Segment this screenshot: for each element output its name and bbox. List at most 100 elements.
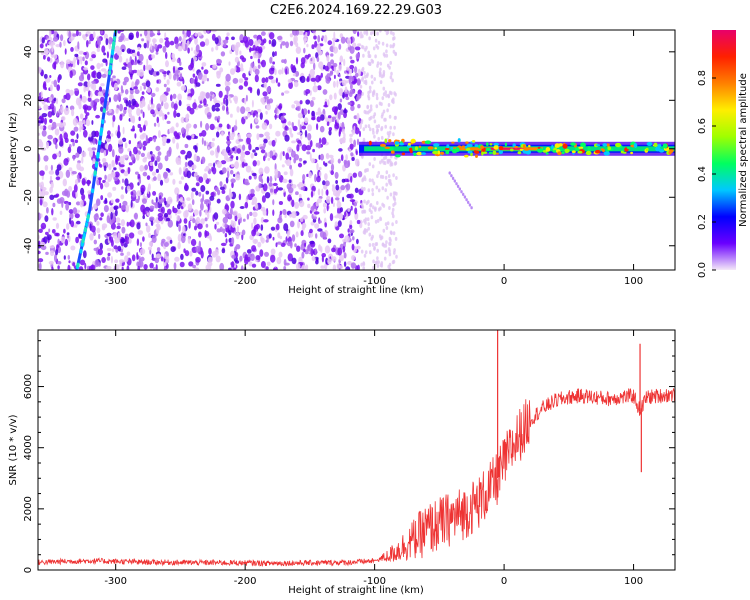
- chirp-blob: [101, 119, 105, 125]
- carrier-blob: [668, 150, 672, 155]
- colorbar-label: Normalized spectral amplitude: [738, 73, 749, 227]
- carrier-blob: [514, 145, 518, 149]
- carrier-blob: [646, 142, 653, 146]
- carrier-blob: [615, 142, 622, 148]
- carrier-blob: [432, 150, 439, 155]
- carrier-blob: [571, 150, 576, 153]
- snr-x-tick-label: 100: [624, 576, 643, 587]
- carrier-blob: [545, 147, 551, 152]
- tail-blob: [467, 200, 470, 204]
- carrier-blob: [537, 146, 541, 149]
- spectrogram-y-tick-label: 0: [23, 146, 34, 152]
- chirp-blob: [109, 57, 114, 63]
- carrier-blob: [465, 148, 471, 151]
- chirp-blob: [91, 188, 95, 194]
- carrier-blob: [561, 151, 565, 155]
- carrier-blob: [410, 138, 416, 144]
- spectrogram-x-tick-label: -300: [104, 276, 127, 287]
- carrier-blob: [467, 150, 473, 154]
- spectrogram-y-tick-label: 40: [23, 45, 34, 58]
- carrier-blob: [578, 146, 584, 149]
- carrier-blob: [504, 142, 508, 147]
- carrier-blob: [464, 145, 468, 149]
- carrier-blob: [446, 144, 450, 149]
- spectrogram-noise: [38, 30, 398, 270]
- tail-blob: [450, 174, 453, 178]
- carrier-blob: [485, 142, 489, 147]
- spectrogram-y-tick-label: -20: [23, 189, 34, 205]
- carrier-blob: [536, 147, 544, 153]
- snr-x-tick-label: 0: [501, 576, 507, 587]
- carrier-blob: [517, 151, 522, 155]
- snr-y-tick-label: 4000: [23, 435, 34, 460]
- carrier-blob: [663, 145, 668, 149]
- carrier-blob: [471, 140, 476, 143]
- tail-blob: [456, 184, 460, 188]
- chirp-blob: [99, 131, 103, 136]
- tail-blob: [458, 187, 461, 191]
- tail-blob: [455, 182, 458, 186]
- carrier-blob: [633, 143, 638, 148]
- chirp-blob: [110, 50, 115, 56]
- spectrogram-plot-area: [38, 30, 675, 270]
- carrier-blob: [510, 148, 514, 152]
- carrier-blob: [445, 149, 450, 155]
- carrier-blob: [603, 151, 610, 156]
- chirp-blob: [93, 170, 97, 176]
- snr-x-tick-label: -300: [104, 576, 127, 587]
- carrier-blob: [580, 142, 586, 148]
- carrier-blob: [528, 144, 531, 148]
- colorbar-tick-label: 0.4: [697, 166, 708, 182]
- chirp-blob: [98, 140, 102, 146]
- carrier-blob: [466, 143, 473, 148]
- snr-line: [38, 386, 675, 567]
- chirp-blob: [112, 41, 116, 46]
- carrier-blob: [440, 151, 445, 155]
- carrier-blob: [388, 139, 392, 143]
- tail-blob: [453, 179, 456, 183]
- carrier-blob: [551, 144, 554, 150]
- carrier-blob: [457, 138, 461, 143]
- chirp-blob: [81, 238, 85, 244]
- tail-blob: [465, 198, 468, 202]
- carrier-blob: [461, 145, 466, 148]
- carrier-blob: [645, 147, 649, 151]
- snr-y-tick-label: 2000: [23, 496, 34, 521]
- carrier-blob: [437, 150, 441, 155]
- figure-title: C2E6.2024.169.22.29.G03: [270, 3, 442, 18]
- chirp-blob: [100, 127, 104, 133]
- chirp-blob: [85, 222, 89, 227]
- carrier-blob: [498, 146, 504, 151]
- carrier-blob: [481, 151, 484, 156]
- carrier-blob: [390, 150, 395, 154]
- carrier-blob: [552, 147, 558, 151]
- colorbar: [712, 30, 736, 270]
- carrier-blob: [626, 146, 630, 149]
- carrier-blob: [384, 146, 391, 149]
- carrier-blob: [600, 148, 604, 151]
- carrier-blob: [434, 147, 438, 150]
- spectrogram-y-tick-label: 20: [23, 94, 34, 107]
- carrier-blob: [414, 146, 419, 151]
- carrier-blob: [368, 140, 372, 146]
- carrier-band: [359, 138, 675, 210]
- carrier-blob: [493, 145, 500, 150]
- tail-blob: [462, 192, 465, 196]
- carrier-blob: [495, 152, 499, 155]
- carrier-blob: [606, 143, 610, 147]
- carrier-blob: [451, 141, 455, 144]
- carrier-blob: [562, 143, 568, 149]
- carrier-blob: [416, 151, 423, 156]
- chirp-blob: [86, 214, 90, 220]
- chirp-blob: [76, 262, 80, 268]
- carrier-blob: [492, 150, 497, 155]
- tail-blob: [451, 176, 455, 180]
- snr-plot-area: [38, 330, 675, 567]
- carrier-blob: [384, 138, 388, 144]
- chirp-blob: [111, 45, 115, 51]
- carrier-blob: [594, 149, 601, 154]
- carrier-blob: [557, 151, 562, 156]
- tail-blob: [460, 190, 463, 194]
